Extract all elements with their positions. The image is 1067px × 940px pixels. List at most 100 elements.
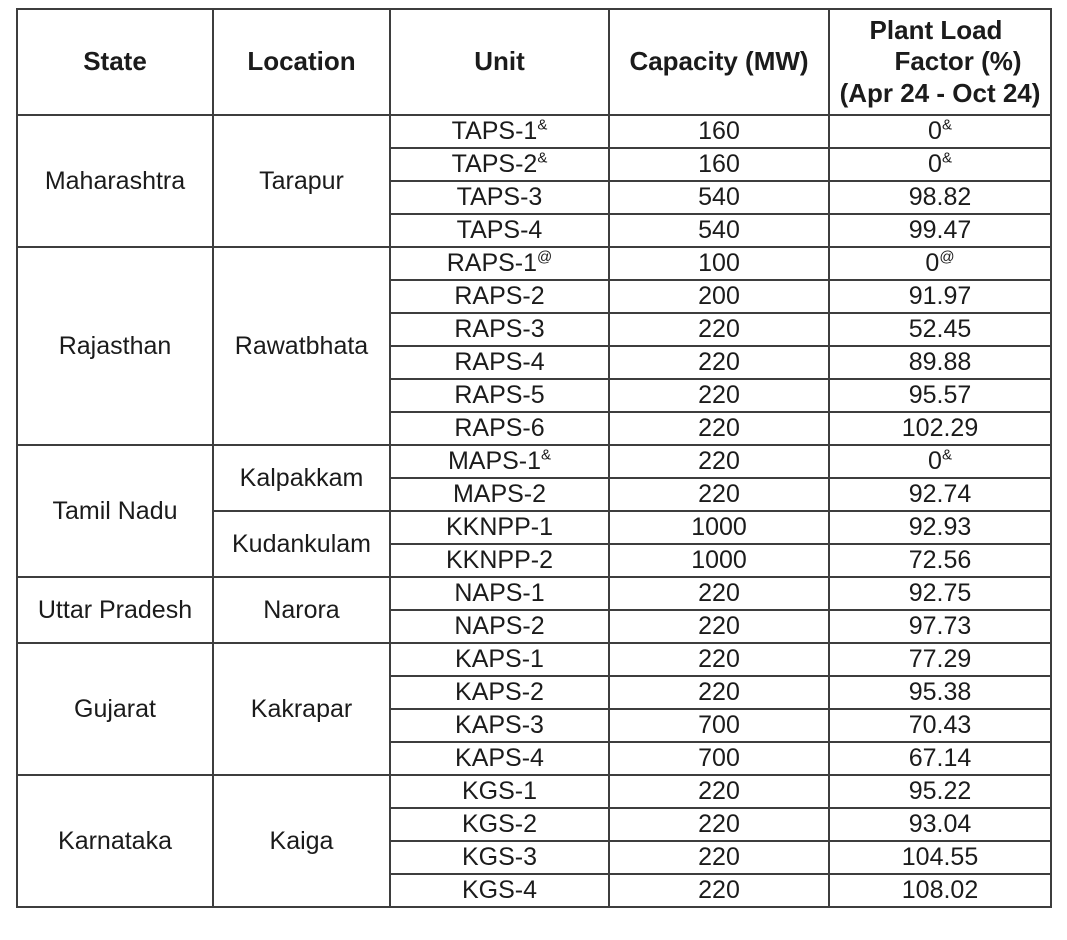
table-row: Kudankulam KKNPP-1 1000 92.93 bbox=[17, 510, 1052, 578]
capacity-cell: 220 bbox=[608, 675, 830, 710]
capacity-cell: 700 bbox=[608, 708, 830, 743]
table-row: KGS-4 220 108.02 bbox=[17, 873, 1052, 908]
unit-cell: TAPS-1& bbox=[389, 114, 610, 149]
capacity-cell: 200 bbox=[608, 279, 830, 314]
state-cell: Tamil Nadu bbox=[16, 444, 214, 578]
capacity-cell: 540 bbox=[608, 180, 830, 215]
header-row: State Location Unit Capacity (MW) Plant … bbox=[16, 8, 1052, 116]
capacity-cell: 220 bbox=[608, 345, 830, 380]
capacity-cell: 220 bbox=[608, 807, 830, 842]
table-row: Karnataka Kaiga KGS-1 220 95.22 bbox=[16, 774, 1052, 908]
table-row: KGS-2 220 93.04 bbox=[17, 807, 1052, 842]
unit-cell: RAPS-5 bbox=[389, 378, 610, 413]
plf-cell: 97.73 bbox=[828, 609, 1052, 644]
plf-cell: 0& bbox=[828, 147, 1052, 182]
plf-cell: 104.55 bbox=[828, 840, 1052, 875]
unit-cell: KAPS-1 bbox=[389, 642, 610, 677]
location-cell: Rawatbhata bbox=[212, 246, 391, 446]
capacity-cell: 700 bbox=[608, 741, 830, 776]
state-cell: Gujarat bbox=[16, 642, 214, 776]
capacity-cell: 160 bbox=[608, 147, 830, 182]
unit-cell: TAPS-2& bbox=[389, 147, 610, 182]
plf-cell: 91.97 bbox=[828, 279, 1052, 314]
plf-cell: 92.74 bbox=[828, 477, 1052, 512]
plf-footnote-marker: & bbox=[941, 150, 952, 168]
capacity-cell: 220 bbox=[608, 576, 830, 611]
table-row: RAPS-4 220 89.88 bbox=[17, 345, 1052, 380]
unit-cell: RAPS-6 bbox=[389, 411, 610, 446]
unit-footnote-marker: & bbox=[537, 150, 548, 168]
capacity-cell: 220 bbox=[608, 378, 830, 413]
location-cell: Tarapur bbox=[212, 114, 391, 248]
unit-cell: KGS-3 bbox=[389, 840, 610, 875]
plf-cell: 77.29 bbox=[828, 642, 1052, 677]
unit-cell: RAPS-1@ bbox=[389, 246, 610, 281]
plf-cell: 0@ bbox=[828, 246, 1052, 281]
unit-cell: TAPS-4 bbox=[389, 213, 610, 248]
unit-cell: KKNPP-2 bbox=[389, 543, 610, 578]
unit-cell: NAPS-1 bbox=[389, 576, 610, 611]
unit-cell: KAPS-3 bbox=[389, 708, 610, 743]
table-row: KGS-3 220 104.55 bbox=[17, 840, 1052, 875]
capacity-cell: 220 bbox=[608, 840, 830, 875]
unit-cell: RAPS-4 bbox=[389, 345, 610, 380]
plf-cell: 102.29 bbox=[828, 411, 1052, 446]
header-plf-line1: Plant Load bbox=[869, 15, 1003, 46]
unit-cell: KGS-1 bbox=[389, 774, 610, 809]
plf-cell: 0& bbox=[828, 444, 1052, 479]
capacity-cell: 220 bbox=[608, 312, 830, 347]
capacity-cell: 540 bbox=[608, 213, 830, 248]
unit-cell: KGS-4 bbox=[389, 873, 610, 908]
unit-cell: MAPS-2 bbox=[389, 477, 610, 512]
table-row: KAPS-3 700 70.43 bbox=[17, 708, 1052, 743]
unit-cell: KAPS-2 bbox=[389, 675, 610, 710]
plf-cell: 89.88 bbox=[828, 345, 1052, 380]
unit-cell: TAPS-3 bbox=[389, 180, 610, 215]
capacity-cell: 220 bbox=[608, 642, 830, 677]
header-plf-line3: (Apr 24 - Oct 24) bbox=[839, 77, 1041, 108]
table-row: Maharashtra Tarapur TAPS-1& 160 0& bbox=[16, 114, 1052, 248]
document-page: State Location Unit Capacity (MW) Plant … bbox=[16, 8, 1052, 908]
table-row: Rajasthan Rawatbhata RAPS-1@ 100 0@ bbox=[16, 246, 1052, 446]
table-row: RAPS-6 220 102.29 bbox=[17, 411, 1052, 446]
table-row: NAPS-2 220 97.73 bbox=[17, 609, 1052, 644]
plf-cell: 99.47 bbox=[828, 213, 1052, 248]
table-row: TAPS-4 540 99.47 bbox=[17, 213, 1052, 248]
state-cell: Maharashtra bbox=[16, 114, 214, 248]
table-row: KKNPP-2 1000 72.56 bbox=[17, 543, 1052, 578]
plf-cell: 95.57 bbox=[828, 378, 1052, 413]
table-row: RAPS-5 220 95.57 bbox=[17, 378, 1052, 413]
header-unit: Unit bbox=[389, 8, 610, 116]
plf-cell: 72.56 bbox=[828, 543, 1052, 578]
header-plf-line2: Factor (%) bbox=[894, 46, 1022, 77]
location-cell: Narora bbox=[212, 576, 391, 644]
table-row: KAPS-4 700 67.14 bbox=[17, 741, 1052, 776]
table-header: State Location Unit Capacity (MW) Plant … bbox=[16, 8, 1052, 116]
unit-cell: KKNPP-1 bbox=[389, 510, 610, 545]
unit-footnote-marker: & bbox=[541, 447, 552, 465]
plf-cell: 93.04 bbox=[828, 807, 1052, 842]
capacity-cell: 220 bbox=[608, 411, 830, 446]
plf-cell: 98.82 bbox=[828, 180, 1052, 215]
plf-cell: 52.45 bbox=[828, 312, 1052, 347]
unit-cell: KAPS-4 bbox=[389, 741, 610, 776]
plf-cell: 70.43 bbox=[828, 708, 1052, 743]
unit-cell: KGS-2 bbox=[389, 807, 610, 842]
table-row: KAPS-2 220 95.38 bbox=[17, 675, 1052, 710]
state-cell: Uttar Pradesh bbox=[16, 576, 214, 644]
header-state: State bbox=[16, 8, 214, 116]
plf-footnote-marker: & bbox=[941, 447, 952, 465]
state-cell: Karnataka bbox=[16, 774, 214, 908]
header-plant-load-factor: Plant Load Factor (%) (Apr 24 - Oct 24) bbox=[828, 8, 1052, 116]
location-cell: Kaiga bbox=[212, 774, 391, 908]
table-row: TAPS-2& 160 0& bbox=[17, 147, 1052, 182]
capacity-cell: 160 bbox=[608, 114, 830, 149]
unit-cell: MAPS-1& bbox=[389, 444, 610, 479]
unit-cell: RAPS-3 bbox=[389, 312, 610, 347]
header-location: Location bbox=[212, 8, 391, 116]
table-row: TAPS-3 540 98.82 bbox=[17, 180, 1052, 215]
table-row: MAPS-2 220 92.74 bbox=[17, 477, 1052, 512]
capacity-cell: 220 bbox=[608, 873, 830, 908]
table-row: Uttar Pradesh Narora NAPS-1 220 92.75 bbox=[16, 576, 1052, 644]
header-capacity: Capacity (MW) bbox=[608, 8, 830, 116]
